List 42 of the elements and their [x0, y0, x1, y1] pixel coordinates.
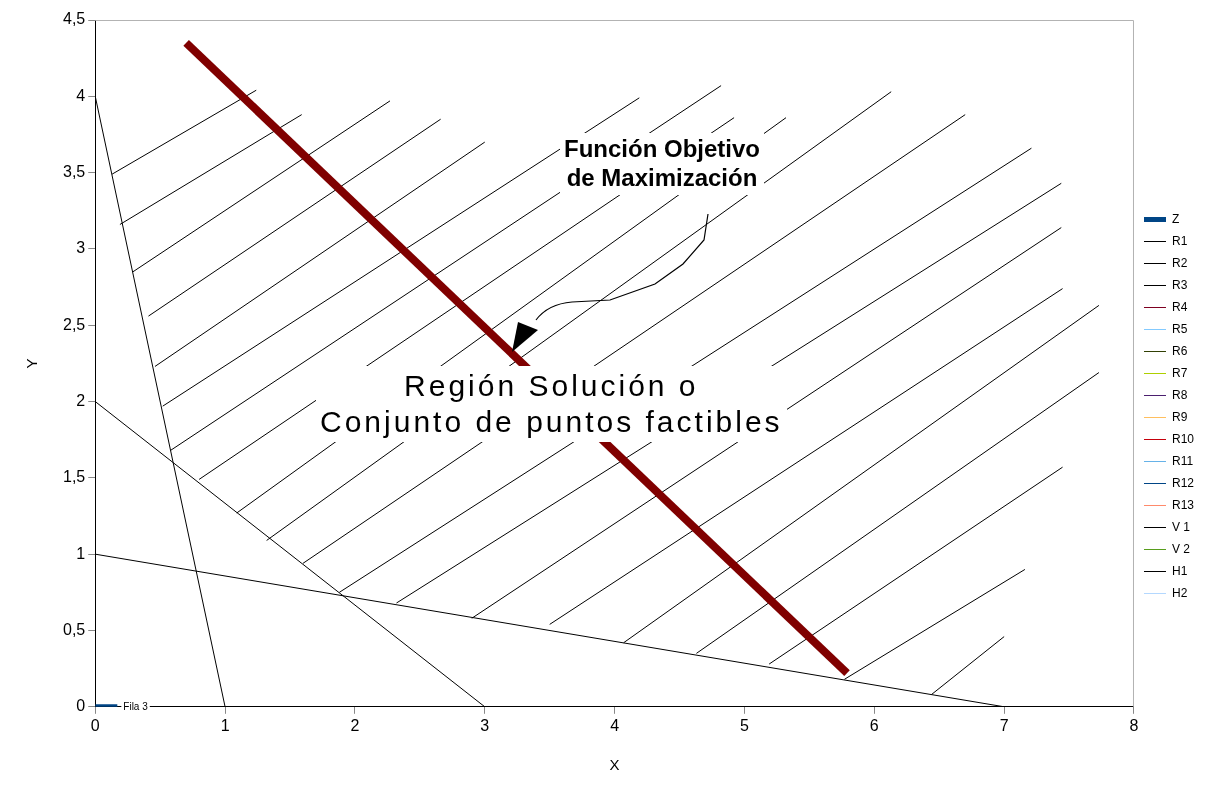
legend-label: R2 — [1171, 255, 1188, 270]
y-tick-label: 2 — [76, 391, 86, 409]
x-axis-title: X — [609, 756, 620, 774]
x-tick-label: 1 — [220, 716, 230, 734]
legend-label: R8 — [1171, 387, 1188, 402]
legend-label: R13 — [1171, 497, 1195, 512]
annotation: Función Objetivo de Maximización — [560, 133, 764, 195]
y-tick-label: 4 — [76, 86, 86, 104]
legend-label: H2 — [1171, 585, 1188, 600]
legend-label: R11 — [1171, 453, 1194, 468]
legend-label: R12 — [1171, 475, 1195, 490]
legend-label: R5 — [1171, 321, 1188, 336]
x-tick-label: 0 — [90, 716, 100, 734]
annotation: Región Solución o Conjunto de puntos factibles — [316, 366, 787, 442]
legend-label: V 2 — [1171, 541, 1191, 556]
y-tick-label: 1 — [76, 544, 86, 562]
y-tick-label: 3 — [76, 239, 86, 257]
x-tick-label: 4 — [610, 716, 620, 734]
x-tick-label: 6 — [869, 716, 879, 734]
legend-label: H1 — [1171, 563, 1188, 578]
y-tick-label: 1,5 — [62, 468, 86, 486]
legend-label: Z — [1171, 211, 1180, 226]
legend-label: R7 — [1171, 365, 1188, 380]
x-tick-label: 8 — [1129, 716, 1139, 734]
y-tick-label: 3,5 — [62, 163, 86, 181]
legend-label: R4 — [1171, 299, 1188, 314]
y-tick-label: 0 — [76, 697, 86, 715]
x-tick-label: 7 — [999, 716, 1009, 734]
y-tick-label: 0,5 — [62, 620, 86, 638]
legend-label: V 1 — [1171, 519, 1191, 534]
legend-label: R6 — [1171, 343, 1188, 358]
annotation: Fila 3 — [123, 700, 149, 712]
y-axis-title: Y — [23, 358, 41, 369]
x-tick-label: 5 — [740, 716, 749, 734]
legend-label: R3 — [1171, 277, 1188, 292]
y-tick-label: 2,5 — [62, 315, 86, 333]
legend-label: R9 — [1171, 409, 1188, 424]
legend-label: R10 — [1171, 431, 1195, 446]
legend-label: R1 — [1171, 233, 1188, 248]
y-tick-label: 4,5 — [62, 10, 86, 28]
x-tick-label: 2 — [350, 716, 360, 734]
x-tick-label: 3 — [480, 716, 490, 734]
